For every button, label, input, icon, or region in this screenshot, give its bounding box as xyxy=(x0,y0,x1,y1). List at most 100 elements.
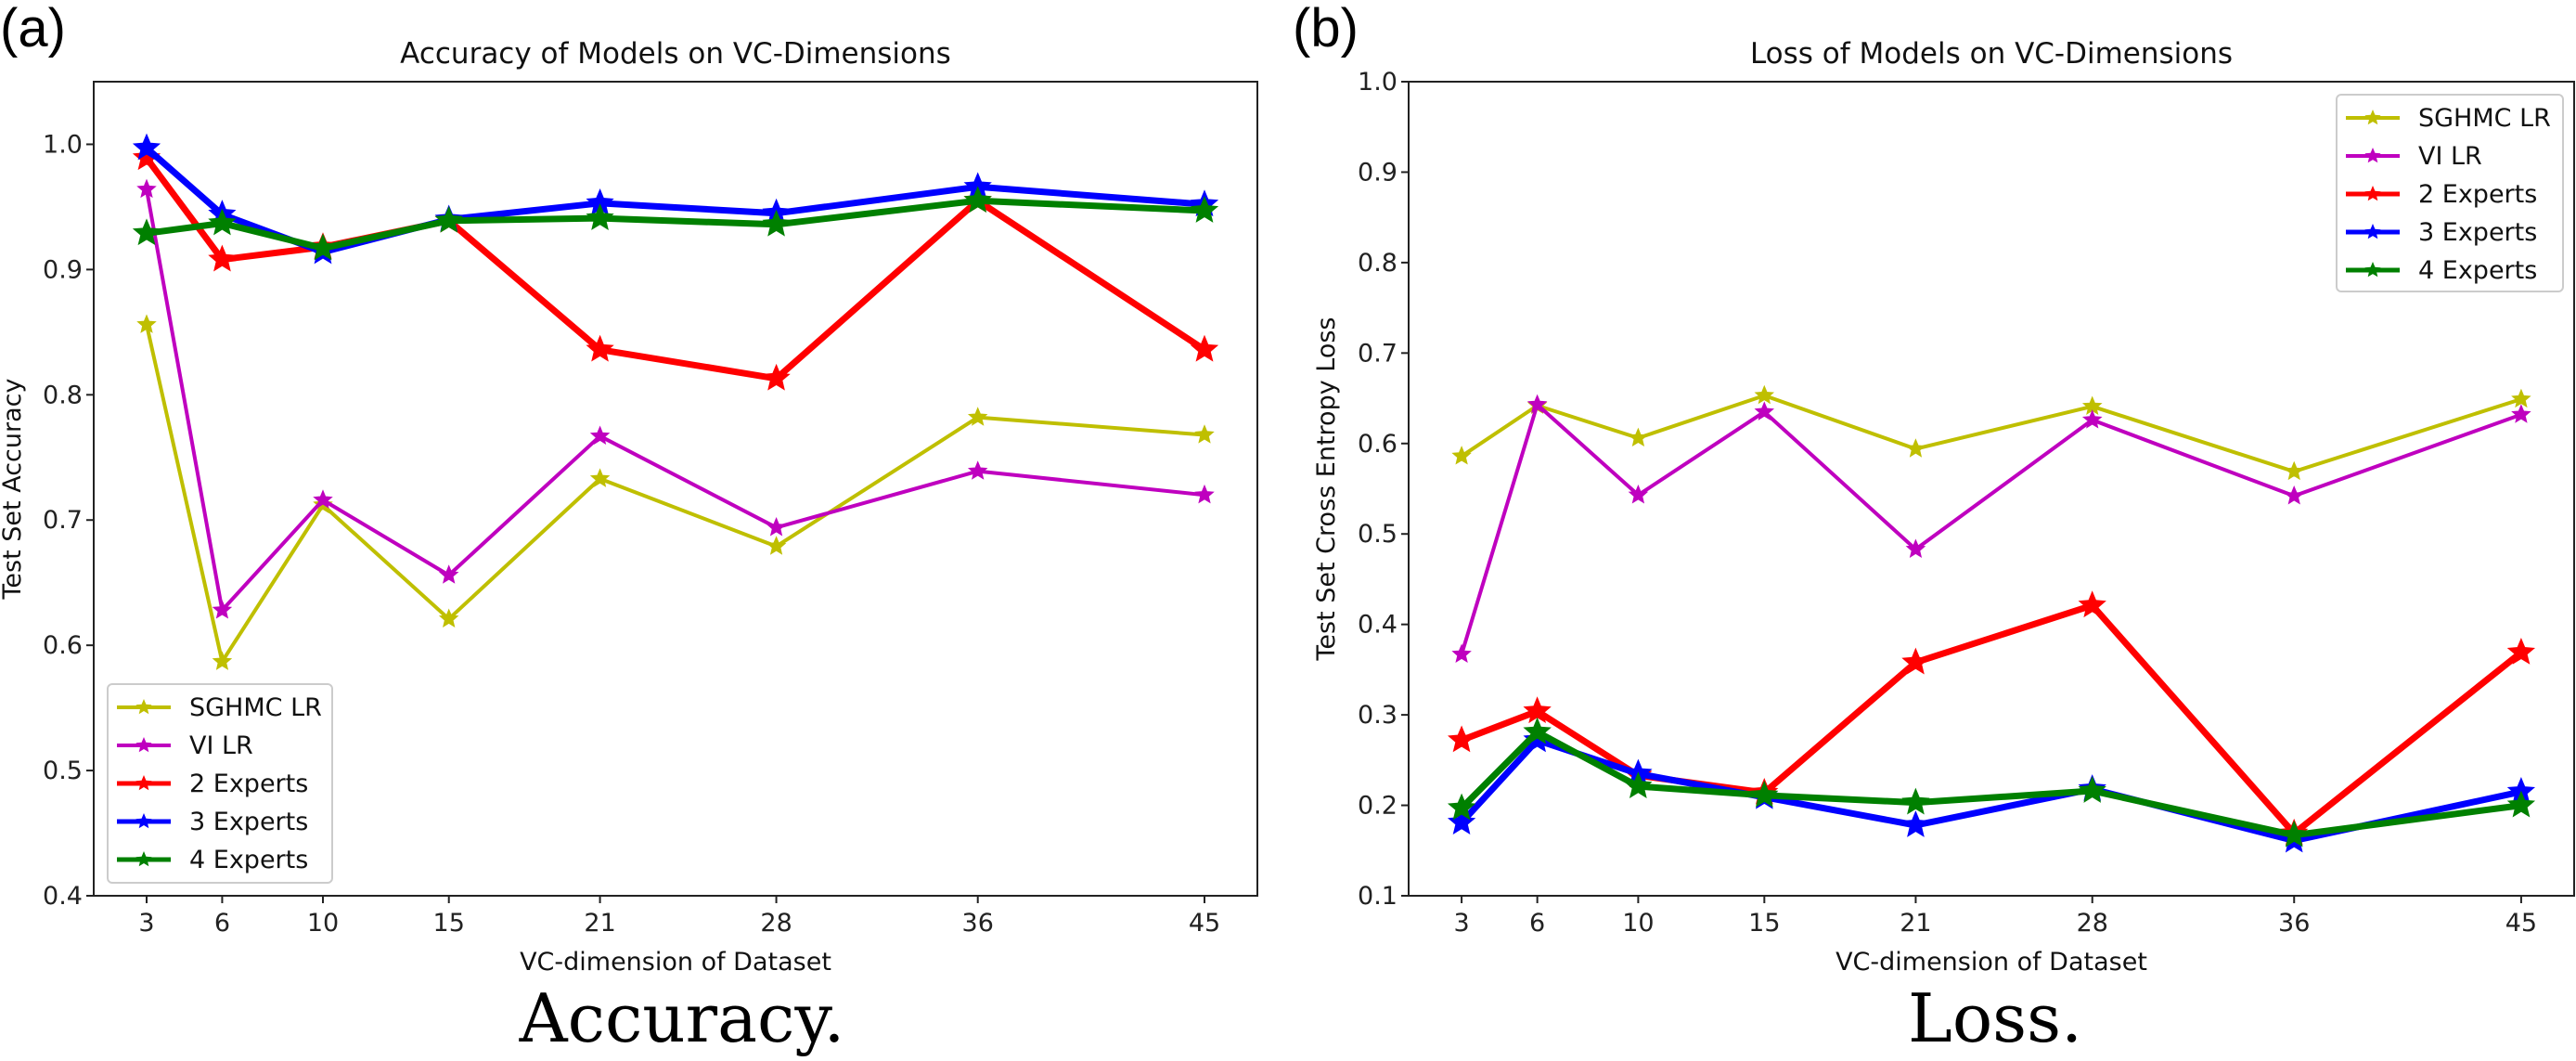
axes-frame xyxy=(1408,81,2575,897)
y-tick-label: 0.5 xyxy=(43,757,83,785)
data-point xyxy=(967,407,988,426)
series-line xyxy=(146,197,1205,252)
data-point xyxy=(1905,438,1926,458)
data-point xyxy=(2078,590,2106,618)
data-point xyxy=(1523,717,1552,744)
data-point xyxy=(762,363,791,391)
series-line xyxy=(144,156,1206,382)
legend: SGHMC LR VI LR 2 Experts 3 Experts 4 Experts xyxy=(107,683,333,884)
data-point xyxy=(136,178,157,199)
y-tick-label: 0.9 xyxy=(1358,158,1397,187)
series-line xyxy=(1459,736,2522,845)
data-point xyxy=(1628,427,1649,447)
legend-entry: SGHMC LR xyxy=(189,693,322,722)
data-point xyxy=(1451,643,1472,663)
panel-label: (b) xyxy=(1293,0,1359,58)
series-line xyxy=(145,324,1205,664)
y-tick-label: 0.6 xyxy=(1358,430,1397,459)
data-point xyxy=(1624,771,1653,798)
x-axis-label: VC-dimension of Dataset xyxy=(520,948,831,977)
series-2-experts xyxy=(132,143,1219,391)
data-point xyxy=(1523,696,1552,724)
x-tick-label: 45 xyxy=(2505,909,2537,938)
legend-marker xyxy=(135,813,152,829)
data-point xyxy=(438,608,459,628)
data-point xyxy=(586,334,614,362)
x-tick-label: 6 xyxy=(1529,909,1545,938)
x-tick-label: 10 xyxy=(307,909,339,938)
legend-marker xyxy=(2364,148,2381,163)
legend-marker xyxy=(135,851,152,867)
y-axis-label: Test Set Cross Entropy Loss xyxy=(1312,317,1341,662)
data-point xyxy=(1754,384,1775,405)
legend-entry: 2 Experts xyxy=(2418,180,2537,209)
y-tick-label: 0.2 xyxy=(1358,792,1397,821)
y-tick-label: 0.6 xyxy=(43,631,83,660)
x-axis-label: VC-dimension of Dataset xyxy=(1835,948,2147,977)
legend-marker xyxy=(135,699,152,715)
data-point xyxy=(2081,409,2103,429)
legend-marker xyxy=(135,737,152,753)
y-tick-label: 0.8 xyxy=(43,381,83,409)
data-point xyxy=(1750,780,1779,808)
series-sghmc-lr xyxy=(136,314,1215,670)
x-tick-label: 3 xyxy=(138,909,154,938)
data-point xyxy=(1628,484,1649,504)
y-tick-label: 0.7 xyxy=(43,506,83,535)
series-3-experts xyxy=(1447,725,2536,853)
series-sghmc-lr xyxy=(1451,384,2531,481)
data-point xyxy=(589,425,611,445)
legend-marker xyxy=(2364,262,2381,278)
y-tick-label: 0.7 xyxy=(1358,339,1397,368)
data-point xyxy=(1194,484,1215,504)
data-point xyxy=(132,133,161,161)
data-point xyxy=(1447,793,1476,821)
series-line xyxy=(1460,394,2522,473)
data-point xyxy=(1194,424,1215,444)
data-point xyxy=(762,209,791,237)
data-point xyxy=(208,208,237,236)
data-point xyxy=(2078,776,2106,803)
x-tick-label: 28 xyxy=(760,909,792,938)
legend-entry: SGHMC LR xyxy=(2418,104,2551,133)
data-point xyxy=(963,186,992,213)
legend-frame xyxy=(107,683,333,884)
legend-marker xyxy=(2364,224,2381,239)
series-vi-lr xyxy=(136,178,1215,619)
data-point xyxy=(766,536,787,555)
data-point xyxy=(212,651,233,670)
x-tick-label: 36 xyxy=(2278,909,2310,938)
series-line xyxy=(145,188,1205,613)
data-point xyxy=(308,233,338,261)
legend-entry: 2 Experts xyxy=(189,770,308,798)
data-point xyxy=(438,564,459,584)
y-tick-label: 0.3 xyxy=(1358,701,1397,730)
legend-entry: VI LR xyxy=(2418,142,2482,171)
x-tick-label: 45 xyxy=(1189,909,1220,938)
legend-marker xyxy=(2364,186,2381,201)
y-tick-label: 1.0 xyxy=(1358,68,1397,97)
data-point xyxy=(1526,394,1548,414)
data-point xyxy=(1901,787,1930,815)
x-tick-label: 15 xyxy=(433,909,465,938)
data-point xyxy=(2284,460,2304,481)
data-point xyxy=(1901,647,1930,675)
data-point xyxy=(212,600,233,619)
x-tick-label: 36 xyxy=(962,909,994,938)
data-point xyxy=(2506,638,2536,665)
x-tick-label: 21 xyxy=(584,909,615,938)
x-tick-label: 21 xyxy=(1900,909,1931,938)
series-2-experts xyxy=(1448,590,2536,846)
series-vi-lr xyxy=(1451,394,2531,663)
legend-entry: 4 Experts xyxy=(2418,256,2537,285)
legend-frame xyxy=(2336,94,2564,292)
series-line xyxy=(144,145,1205,255)
y-tick-label: 0.1 xyxy=(1358,882,1397,911)
x-tick-label: 28 xyxy=(2077,909,2108,938)
y-tick-label: 1.0 xyxy=(43,130,83,159)
series-line xyxy=(1460,402,2522,655)
data-point xyxy=(1448,725,1476,753)
